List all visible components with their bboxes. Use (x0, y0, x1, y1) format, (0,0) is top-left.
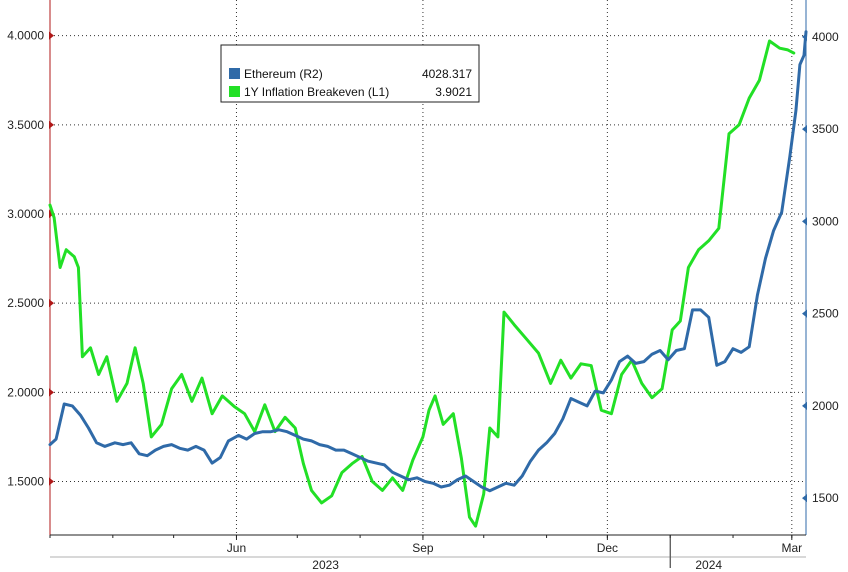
left-axis-tick-mark (49, 31, 54, 40)
left-axis-tick-mark (49, 477, 54, 486)
legend-swatch-breakeven (229, 86, 240, 97)
year-label: 2024 (695, 558, 722, 572)
axes: 1.5000 2.0000 2.5000 3.0000 3.5000 4.0000 1500… (7, 0, 839, 572)
legend-value-breakeven: 3.9021 (435, 85, 472, 99)
left-axis-tick-label: 2.0000 (7, 385, 44, 399)
x-axis-tick-label: Jun (227, 541, 246, 555)
right-axis-tick-mark (802, 125, 807, 134)
right-axis-tick-label: 1500 (812, 491, 839, 505)
right-axis-tick-mark (802, 217, 807, 226)
legend-label-breakeven: 1Y Inflation Breakeven (L1) (244, 85, 389, 99)
right-axis-tick-label: 2500 (812, 307, 839, 321)
right-axis-tick-label: 2000 (812, 399, 839, 413)
year-label: 2023 (312, 558, 339, 572)
left-axis-tick-label: 3.0000 (7, 207, 44, 221)
series-layer (48, 30, 808, 528)
legend-value-ethereum: 4028.317 (422, 67, 472, 81)
right-axis-tick-mark (802, 401, 807, 410)
right-axis-tick-label: 3000 (812, 214, 839, 228)
left-axis-tick-label: 1.5000 (7, 475, 44, 489)
left-axis-tick-label: 2.5000 (7, 296, 44, 310)
left-axis-tick-label: 3.5000 (7, 118, 44, 132)
legend: Ethereum (R2) 4028.317 1Y Inflation Brea… (220, 44, 480, 103)
legend-swatch-ethereum (229, 68, 240, 79)
right-axis-tick-label: 3500 (812, 122, 839, 136)
x-axis-tick-label: Mar (781, 541, 802, 555)
legend-box (220, 44, 480, 103)
left-axis-tick-label: 4.0000 (7, 29, 44, 43)
right-axis-tick-mark (802, 494, 807, 503)
left-axis-tick-mark (49, 388, 54, 397)
legend-label-ethereum: Ethereum (R2) (244, 67, 323, 81)
series-line-ethereum (48, 30, 808, 493)
series-line-inflation-breakeven (48, 39, 796, 528)
left-axis-tick-mark (49, 120, 54, 129)
x-axis-tick-label: Dec (597, 541, 618, 555)
x-axis-tick-label: Sep (412, 541, 434, 555)
left-axis-tick-mark (49, 299, 54, 308)
right-axis-tick-label: 4000 (812, 30, 839, 44)
right-axis-tick-mark (802, 309, 807, 318)
